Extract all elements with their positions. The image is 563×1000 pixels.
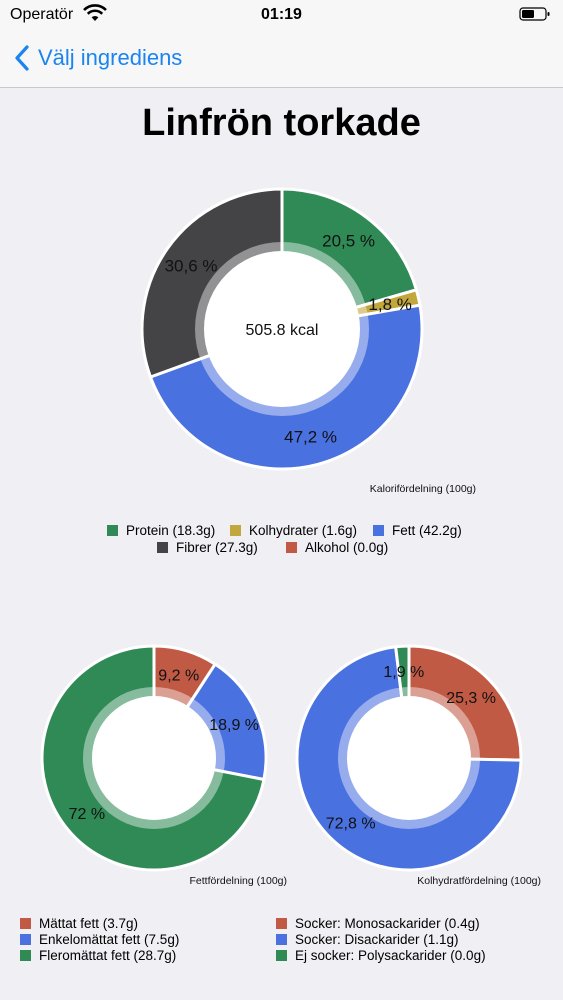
legend-swatch (157, 542, 168, 553)
legend-label: Enkelomättat fett (7.5g) (39, 932, 180, 947)
calorie-center-label: 505.8 kcal (246, 322, 319, 339)
fat-legend-item-fleromattat-fett[interactable]: Fleromättat fett (28.7g) (20, 948, 176, 963)
page-title: Linfrön torkade (142, 102, 421, 144)
back-button[interactable]: Välj ingrediens (14, 40, 182, 76)
battery-icon (519, 7, 550, 21)
wifi-icon (83, 4, 107, 21)
calorie-slice-label: 30,6 % (165, 256, 218, 275)
legend-label: Fleromättat fett (28.7g) (39, 948, 177, 963)
status-time: 01:19 (261, 6, 302, 23)
fat-slice-label: 18,9 % (209, 717, 259, 734)
back-button-label: Välj ingrediens (38, 45, 183, 70)
legend-label: Fibrer (27.3g) (176, 540, 258, 555)
charts-canvas: 20,5 % 1,8 % 47,2 % 30,6 % 505.8 kcal Kalorif… (40, 187, 541, 887)
fat-slice-label: 72 % (69, 806, 105, 823)
calorie-legend-item-fett[interactable]: Fett (42.2g) (373, 523, 462, 538)
calorie-legend-item-alkohol[interactable]: Alkohol (0.0g) (286, 540, 388, 555)
carb-legend-item-socker-monosackarider[interactable]: Socker: Monosackarider (0.4g) (276, 916, 480, 931)
calorie-legend-item-fibrer[interactable]: Fibrer (27.3g) (157, 540, 258, 555)
legend-swatch (276, 950, 287, 961)
carb-legend-item-socker-disackarider[interactable]: Socker: Disackarider (1.1g) (276, 932, 459, 947)
legend-swatch (286, 542, 297, 553)
legend-label: Fett (42.2g) (392, 523, 462, 538)
legend-label: Ej socker: Polysackarider (0.0g) (295, 948, 486, 963)
legend-label: Alkohol (0.0g) (305, 540, 389, 555)
legend-label: Protein (18.3g) (126, 523, 216, 538)
calorie-donut-hole (204, 251, 360, 407)
legend-swatch (20, 918, 31, 929)
fat-donut-hole (92, 696, 216, 820)
carb-donut-hole (347, 696, 471, 820)
fat-legend-item-mattat-fett[interactable]: Mättat fett (3.7g) (20, 916, 138, 931)
carb-donut-chart: 25,3 % 72,8 % 1,9 % Kolhydratfördelning (10… (295, 644, 541, 887)
calorie-slice-label: 1,8 % (368, 295, 411, 314)
navigation-bar: Välj ingrediens (0, 32, 563, 88)
calorie-slice-label: 20,5 % (322, 231, 375, 250)
legend-swatch (276, 918, 287, 929)
calorie-chart-caption: Kalorifördelning (100g) (370, 483, 476, 495)
legend-swatch (373, 525, 384, 536)
fat-donut-chart: 9,2 % 18,9 % 72 % Fettfördelning (100g) (40, 644, 287, 887)
legend-label: Kolhydrater (1.6g) (249, 523, 358, 538)
legend-swatch (230, 525, 241, 536)
legend-swatch (20, 950, 31, 961)
legend-label: Socker: Disackarider (1.1g) (295, 932, 459, 947)
status-bar: Operatör 01:19 (0, 0, 563, 32)
fat-legend-item-enkelomattat-fett[interactable]: Enkelomättat fett (7.5g) (20, 932, 179, 947)
carb-slice-label: 1,9 % (383, 664, 424, 681)
legend-label: Socker: Monosackarider (0.4g) (295, 916, 480, 931)
chevron-left-icon (15, 45, 29, 71)
legend-swatch (107, 525, 118, 536)
calorie-legend-item-kolhydrater[interactable]: Kolhydrater (1.6g) (230, 523, 357, 538)
carrier-name: Operatör (10, 6, 74, 23)
main-content: Linfrön torkade 20,5 % 1,8 % 47,2 % 30,6 % 5… (0, 88, 563, 1000)
legend-swatch (20, 934, 31, 945)
fat-chart-caption: Fettfördelning (100g) (190, 875, 287, 887)
calorie-legend-item-protein[interactable]: Protein (18.3g) (107, 523, 215, 538)
carb-slice-label: 72,8 % (326, 815, 376, 832)
legend-swatch (276, 934, 287, 945)
calorie-slice-label: 47,2 % (284, 427, 337, 446)
fat-slice-label: 9,2 % (158, 667, 199, 684)
legend-label: Mättat fett (3.7g) (39, 916, 139, 931)
carb-chart-caption: Kolhydratfördelning (100g) (417, 875, 541, 887)
carb-slice-label: 25,3 % (446, 690, 496, 707)
calorie-donut-chart: 20,5 % 1,8 % 47,2 % 30,6 % 505.8 kcal Kalorif… (140, 187, 476, 495)
carb-legend-item-ej-socker-polysackarider[interactable]: Ej socker: Polysackarider (0.0g) (276, 948, 486, 963)
